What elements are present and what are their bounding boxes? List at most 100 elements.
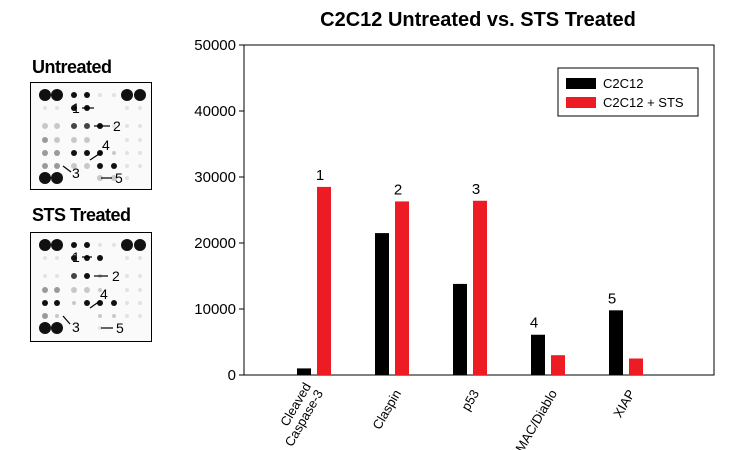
blot-marker-label: 4 xyxy=(100,286,108,302)
bar-annotations: 1 2 3 4 5 xyxy=(316,167,616,332)
blot-spot xyxy=(39,172,51,184)
blot-spot xyxy=(71,163,77,169)
bars-group xyxy=(297,186,643,375)
blot-spot xyxy=(84,150,90,156)
blot-spot xyxy=(97,163,103,169)
blot-spot xyxy=(42,287,48,293)
blot-spot xyxy=(55,106,59,110)
blot-frame xyxy=(30,82,152,190)
blot-frame xyxy=(30,232,152,342)
x-category-label: Claspin xyxy=(369,387,404,432)
bar-c2c12 xyxy=(375,233,389,375)
blot-spot xyxy=(54,287,60,293)
blot-marker-label: 2 xyxy=(112,268,120,284)
x-category-label: SMAC/Diablo xyxy=(508,387,560,450)
blot-marker-line xyxy=(62,165,72,173)
sts-blot-image: 1 2 3 4 5 xyxy=(30,232,152,342)
bar-c2c12 xyxy=(297,368,311,375)
blot-spot xyxy=(51,89,63,101)
legend-label-c2c12: C2C12 xyxy=(603,76,643,91)
bar-c2c12-sts xyxy=(473,200,487,375)
bar-c2c12 xyxy=(531,334,545,375)
blot-spot xyxy=(98,326,102,330)
blot-spot xyxy=(125,314,129,318)
blot-spot xyxy=(125,288,129,292)
x-category-label-line: XIAP xyxy=(610,387,638,420)
blot-spot xyxy=(112,151,116,155)
blot-spot xyxy=(138,106,142,110)
bar-annotation: 3 xyxy=(472,181,480,198)
blot-spot xyxy=(51,322,63,334)
blot-spot xyxy=(125,151,129,155)
x-category-label-line: p53 xyxy=(458,387,482,413)
blot-spot xyxy=(55,314,59,318)
blot-marker-label: 2 xyxy=(113,118,121,134)
untreated-blot-title: Untreated xyxy=(32,57,112,77)
blot-spot xyxy=(138,256,142,260)
blot-spot xyxy=(138,151,142,155)
blot-spot xyxy=(125,124,129,128)
legend-swatch-c2c12-sts xyxy=(566,97,596,108)
blot-spot xyxy=(54,300,60,306)
blot-spot xyxy=(39,322,51,334)
y-tick-label: 10000 xyxy=(194,301,236,318)
blot-marker-label: 5 xyxy=(116,320,124,336)
blot-spot xyxy=(71,123,77,129)
blot-spot xyxy=(42,123,48,129)
y-tick-label: 50000 xyxy=(194,37,236,54)
blot-spot xyxy=(71,105,77,111)
bar-c2c12-sts xyxy=(395,201,409,375)
y-tick-label: 0 xyxy=(228,367,236,384)
blot-spot xyxy=(84,242,90,248)
blot-spot xyxy=(134,89,146,101)
bar-c2c12 xyxy=(453,283,467,375)
blot-spot xyxy=(138,274,142,278)
bar-annotation: 2 xyxy=(394,181,402,198)
blot-spot xyxy=(71,255,77,261)
blot-spot xyxy=(55,274,59,278)
blot-marker-label: 1 xyxy=(72,249,80,265)
chart-title: C2C12 Untreated vs. STS Treated xyxy=(320,9,636,31)
blot-marker-label: 1 xyxy=(72,100,80,116)
blot-spot xyxy=(84,163,90,169)
blot-spot xyxy=(111,163,117,169)
bar-c2c12-sts xyxy=(551,355,565,375)
blot-spot xyxy=(138,164,142,168)
blot-spot xyxy=(125,274,129,278)
legend-label-c2c12-sts: C2C12 + STS xyxy=(603,95,684,110)
blot-spot xyxy=(97,175,103,181)
blot-spot xyxy=(42,300,48,306)
blot-spot xyxy=(71,273,77,279)
blot-spot xyxy=(125,301,129,305)
bar-annotation: 4 xyxy=(530,315,538,332)
blot-spot xyxy=(71,150,77,156)
x-category-label: XIAP xyxy=(610,387,638,420)
blot-spot xyxy=(39,89,51,101)
x-category-label: p53 xyxy=(458,387,482,413)
blot-spot xyxy=(98,243,102,247)
blot-spot xyxy=(84,287,90,293)
blot-spot xyxy=(84,300,90,306)
blot-spot xyxy=(71,242,77,248)
blot-spot xyxy=(84,123,90,129)
sts-blot-title: STS Treated xyxy=(32,205,131,225)
blot-spot xyxy=(98,93,102,97)
blot-spot xyxy=(121,239,133,251)
x-category-label-line: Claspin xyxy=(369,387,404,432)
blot-marker-line xyxy=(89,151,103,161)
blot-spot xyxy=(138,138,142,142)
blot-spot xyxy=(84,92,90,98)
blot-spot xyxy=(51,172,63,184)
blot-spot xyxy=(39,239,51,251)
blot-spot xyxy=(54,137,60,143)
blot-spot xyxy=(98,314,102,318)
blot-spot xyxy=(54,150,60,156)
blot-marker-line xyxy=(62,315,71,325)
blot-spot xyxy=(42,163,48,169)
blot-spot xyxy=(42,313,48,319)
blot-spot xyxy=(72,301,76,305)
blot-spot xyxy=(42,150,48,156)
y-tick-label: 40000 xyxy=(194,103,236,120)
untreated-blot-image: 1 2 3 4 5 xyxy=(30,82,152,190)
